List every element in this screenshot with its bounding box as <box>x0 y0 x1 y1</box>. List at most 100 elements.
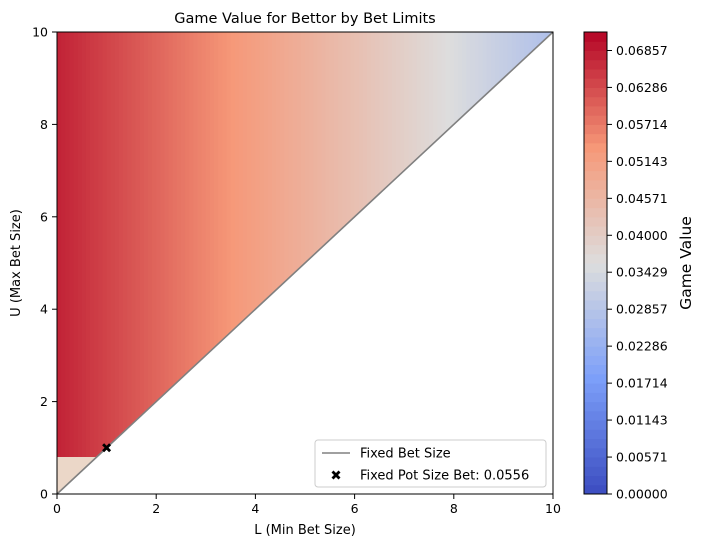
heatmap-band <box>73 32 79 494</box>
heatmap-band <box>85 32 91 494</box>
heatmap-band <box>69 32 75 494</box>
heatmap-band <box>214 32 219 494</box>
heatmap-band <box>168 32 174 494</box>
heatmap-band <box>445 32 451 494</box>
colorbar-band <box>584 336 607 347</box>
heatmap-band <box>408 32 414 494</box>
heatmap-band <box>544 32 550 494</box>
heatmap-band <box>90 32 95 494</box>
heatmap-band <box>412 32 418 494</box>
heatmap-band <box>247 32 252 494</box>
heatmap-band <box>81 32 87 494</box>
heatmap-band <box>119 32 124 494</box>
plot-frame <box>56 31 554 495</box>
heatmap-band <box>172 32 178 494</box>
colorbar-band <box>584 281 607 292</box>
heatmap-band <box>267 32 273 494</box>
heatmap-band <box>313 32 318 494</box>
heatmap-band <box>375 32 380 494</box>
heatmap-band <box>424 32 430 494</box>
heatmap-band <box>238 32 244 494</box>
colorbar-tick-label: 0.06857 <box>616 43 668 58</box>
colorbar-band <box>584 253 607 264</box>
heatmap-band <box>420 32 426 494</box>
heatmap-band <box>300 32 306 494</box>
colorbar-tick-label: 0.00571 <box>616 450 668 465</box>
heatmap-band <box>536 32 542 494</box>
chart-title: Game Value for Bettor by Bet Limits <box>174 11 436 27</box>
heatmap-band <box>189 32 194 494</box>
colorbar-band <box>584 299 607 310</box>
heatmap-band <box>346 32 352 494</box>
colorbar-tick-label: 0.05143 <box>616 154 668 169</box>
colorbar-band <box>584 318 607 329</box>
colorbar-tick-label: 0.06286 <box>616 80 668 95</box>
heatmap-band <box>296 32 302 494</box>
colorbar-band <box>584 96 607 107</box>
heatmap-band <box>193 32 199 494</box>
colorbar-band <box>584 429 607 440</box>
colorbar-band <box>584 226 607 236</box>
colorbar-band <box>584 179 607 190</box>
heatmap-band <box>519 32 525 494</box>
heatmap-band <box>94 32 99 494</box>
colorbar-band <box>584 87 607 98</box>
colorbar-band <box>584 309 607 319</box>
y-tick-label: 6 <box>40 209 48 224</box>
heatmap-band <box>147 32 153 494</box>
heatmap-band <box>209 32 215 494</box>
colorbar-band <box>584 207 607 218</box>
y-tick-label: 4 <box>40 302 48 317</box>
x-tick-label: 10 <box>545 501 561 516</box>
heatmap-band <box>197 32 203 494</box>
heatmap-band <box>98 32 104 494</box>
x-axis: 0 2 4 6 8 10 <box>53 494 561 516</box>
colorbar-band <box>584 438 607 449</box>
heatmap-band <box>259 32 265 494</box>
colorbar-band <box>584 355 607 366</box>
heatmap-band <box>404 32 409 494</box>
heatmap-band <box>329 32 335 494</box>
heatmap-band <box>507 32 513 494</box>
colorbar-band <box>584 124 607 135</box>
heatmap-band <box>139 32 145 494</box>
legend-box <box>314 439 547 488</box>
heatmap-band <box>317 32 323 494</box>
colorbar-tick-label: 0.01714 <box>616 376 668 391</box>
heatmap-band <box>391 32 397 494</box>
colorbar-band <box>584 244 607 255</box>
heatmap-band <box>123 32 128 494</box>
heatmap-band <box>466 32 471 494</box>
colorbar-band <box>584 346 607 356</box>
colorbar-band <box>584 115 607 125</box>
colorbar-band <box>584 50 607 61</box>
y-axis-label: U (Max Bet Size) <box>9 209 24 317</box>
heatmap-band <box>276 32 281 494</box>
heatmap-band <box>350 32 356 494</box>
heatmap-band <box>181 32 186 494</box>
colorbar-band <box>584 290 607 301</box>
colorbar-tick-label: 0.04000 <box>616 228 668 243</box>
heatmap-band <box>284 32 290 494</box>
colorbar-band <box>584 475 607 486</box>
y-axis: 0 2 4 6 8 10 <box>32 25 57 502</box>
colorbar-band <box>584 364 607 375</box>
heatmap-band <box>65 32 70 494</box>
heatmap-band <box>362 32 368 494</box>
legend: Fixed Bet Size Fixed Pot Size Bet: 0.055… <box>314 439 547 488</box>
heatmap-band <box>511 32 517 494</box>
colorbar-band <box>584 484 607 495</box>
heatmap-band <box>342 32 347 494</box>
colorbar-band <box>584 272 607 282</box>
colorbar-band <box>584 410 607 421</box>
colorbar-band <box>584 133 607 144</box>
heatmap-band <box>395 32 401 494</box>
heatmap-band <box>135 32 141 494</box>
y-tick-label: 2 <box>40 394 48 409</box>
colorbar-band <box>584 447 607 458</box>
heatmap-band <box>251 32 256 494</box>
heatmap-band <box>131 32 137 494</box>
colorbar-band <box>584 263 607 273</box>
colorbar-tick-label: 0.01143 <box>616 413 668 428</box>
